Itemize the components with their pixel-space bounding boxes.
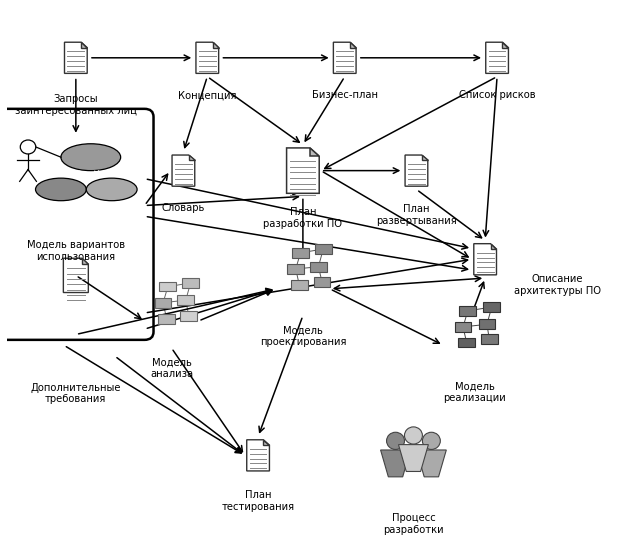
Bar [315,244,332,254]
Bar [484,302,500,312]
Polygon shape [334,42,356,73]
Polygon shape [81,42,87,48]
Bar [291,280,308,290]
Text: План
развертывания: План развертывания [376,204,457,226]
Ellipse shape [35,178,86,201]
Bar [182,278,199,288]
Polygon shape [172,155,195,186]
Text: Список рисков: Список рисков [459,90,536,100]
Polygon shape [422,155,428,160]
Polygon shape [196,42,219,73]
Polygon shape [213,42,219,48]
Ellipse shape [86,178,137,201]
Polygon shape [64,42,87,73]
Text: Модель вариантов
использования: Модель вариантов использования [27,241,125,262]
Bar [481,334,498,344]
Polygon shape [63,258,88,293]
Text: Процесс
разработки: Процесс разработки [383,513,444,535]
Bar [458,338,475,347]
Bar [159,282,176,292]
Text: План
тестирования: План тестирования [221,491,294,512]
Polygon shape [286,148,319,193]
Polygon shape [474,244,497,275]
Bar [158,314,175,324]
Bar [292,248,309,257]
Circle shape [20,140,36,154]
Text: Модель
анализа: Модель анализа [150,358,193,379]
Polygon shape [417,450,446,477]
Text: Модель
проектирования: Модель проектирования [260,325,346,347]
Polygon shape [399,444,428,472]
Polygon shape [82,258,88,264]
Polygon shape [490,244,497,249]
FancyBboxPatch shape [0,109,154,340]
Polygon shape [264,440,270,445]
Bar [180,311,197,321]
Bar [459,306,476,315]
Polygon shape [310,148,319,156]
Polygon shape [405,155,428,186]
Polygon shape [350,42,356,48]
Text: Концепция: Концепция [178,90,237,100]
Text: План
разработки ПО: План разработки ПО [264,207,342,229]
Text: Дополнительные
требования: Дополнительные требования [30,383,121,404]
Polygon shape [381,450,410,477]
Bar [314,277,330,287]
Text: Словарь: Словарь [162,203,205,213]
Bar [310,262,327,272]
Polygon shape [247,440,270,471]
Ellipse shape [404,427,422,444]
Text: Запросы
заинтересованных лиц: Запросы заинтересованных лиц [15,94,137,116]
Ellipse shape [61,144,121,171]
Bar [454,322,471,332]
Bar [155,298,172,308]
Text: Модель
реализации: Модель реализации [444,382,507,403]
Ellipse shape [422,433,440,449]
Polygon shape [485,42,508,73]
Polygon shape [188,155,195,160]
Text: Бизнес-план: Бизнес-план [312,90,378,100]
Bar [177,295,194,305]
Polygon shape [502,42,508,48]
Text: Описание
архитектуры ПО: Описание архитектуры ПО [514,274,601,296]
Ellipse shape [386,433,404,449]
Bar [479,319,495,329]
Bar [287,264,304,274]
